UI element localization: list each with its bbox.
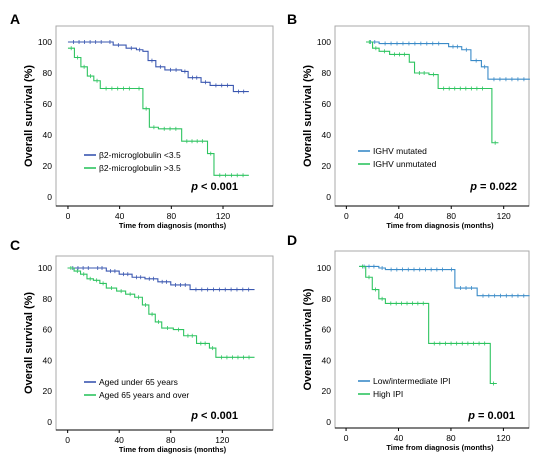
survival-curve-1: [359, 265, 530, 297]
x-tick-label: 0: [344, 211, 349, 221]
p-value-annotation: p < 0.001: [190, 181, 238, 193]
y-tick-label: 20: [322, 161, 332, 171]
x-tick-label: 80: [447, 211, 457, 221]
p-symbol: p: [190, 181, 201, 193]
panel-letter: A: [10, 11, 20, 27]
survival-curve-2: [366, 41, 499, 144]
y-tick-label: 60: [43, 99, 53, 109]
x-tick-label: 0: [66, 211, 71, 221]
y-tick-label: 40: [322, 355, 332, 365]
p-symbol: p: [469, 181, 480, 193]
p-value: < 0.001: [201, 181, 238, 193]
legend-label: Aged under 65 years: [99, 377, 178, 387]
panel-frame: [334, 250, 530, 429]
panel-letter: C: [10, 237, 20, 253]
y-tick-label: 60: [322, 99, 332, 109]
p-value-annotation: p = 0.001: [467, 410, 515, 422]
y-tick-label: 100: [38, 37, 52, 47]
y-tick-label: 80: [43, 68, 53, 78]
y-tick-label: 20: [43, 161, 53, 171]
x-axis-label: Time from diagnosis (months): [386, 221, 494, 230]
y-tick-label: 80: [322, 68, 332, 78]
x-tick-label: 40: [394, 433, 404, 443]
survival-curve-1: [67, 267, 255, 291]
panel-frame: [334, 25, 530, 207]
y-tick-label: 40: [43, 355, 53, 365]
x-tick-label: 40: [115, 211, 125, 221]
legend-label: β2-microglobulin >3.5: [99, 163, 181, 173]
x-axis-label: Time from diagnosis (months): [119, 445, 227, 454]
y-axis-label: Overall survival (%): [302, 65, 314, 167]
x-tick-label: 40: [394, 211, 404, 221]
panel-letter: D: [287, 232, 297, 248]
y-tick-label: 100: [317, 263, 331, 273]
y-tick-label: 60: [322, 325, 332, 335]
p-symbol: p: [190, 410, 201, 422]
legend-label: Low/intermediate IPI: [373, 376, 450, 386]
y-tick-label: 0: [47, 417, 52, 427]
y-axis-label: Overall survival (%): [302, 288, 314, 390]
y-tick-label: 0: [326, 417, 331, 427]
y-tick-label: 20: [322, 386, 332, 396]
y-tick-label: 100: [38, 263, 52, 273]
x-tick-label: 0: [65, 435, 70, 445]
x-tick-label: 80: [166, 435, 176, 445]
legend-label: IGHV mutated: [373, 146, 427, 156]
y-tick-label: 0: [326, 192, 331, 202]
y-axis-label: Overall survival (%): [23, 292, 35, 394]
panel-frame: [55, 25, 274, 207]
panel-letter: B: [287, 11, 297, 27]
x-axis-label: Time from diagnosis (months): [119, 221, 227, 230]
y-tick-label: 40: [322, 130, 332, 140]
panel-frame: [55, 255, 274, 431]
x-tick-label: 80: [167, 211, 177, 221]
survival-curve-2: [67, 47, 249, 176]
y-tick-label: 60: [43, 325, 53, 335]
y-tick-label: 100: [317, 37, 331, 47]
y-tick-label: 80: [43, 294, 53, 304]
y-tick-label: 20: [43, 386, 53, 396]
x-tick-label: 120: [497, 211, 511, 221]
p-value-annotation: p < 0.001: [190, 410, 238, 422]
y-tick-label: 80: [322, 294, 332, 304]
legend-label: IGHV unmutated: [373, 159, 437, 169]
x-tick-label: 80: [446, 433, 456, 443]
x-tick-label: 120: [216, 211, 230, 221]
p-value: = 0.001: [478, 410, 515, 422]
survival-curve-1: [366, 41, 530, 80]
p-value: = 0.022: [480, 181, 517, 193]
y-tick-label: 40: [43, 130, 53, 140]
p-value-annotation: p = 0.022: [469, 181, 517, 193]
legend-label: β2-microglobulin <3.5: [99, 150, 181, 160]
p-value: < 0.001: [201, 410, 238, 422]
x-axis-label: Time from diagnosis (months): [386, 443, 494, 452]
x-tick-label: 120: [215, 435, 229, 445]
y-axis-label: Overall survival (%): [23, 65, 35, 167]
y-tick-label: 0: [47, 192, 52, 202]
legend-label: Aged 65 years and over: [99, 390, 189, 400]
x-tick-label: 120: [496, 433, 510, 443]
legend-label: High IPI: [373, 389, 403, 399]
x-tick-label: 0: [344, 433, 349, 443]
x-tick-label: 40: [114, 435, 124, 445]
p-symbol: p: [467, 410, 478, 422]
